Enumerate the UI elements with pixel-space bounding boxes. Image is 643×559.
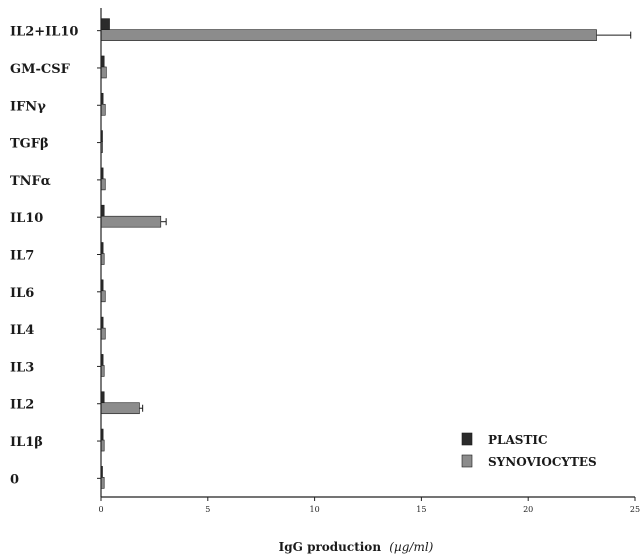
category-label: IFNγ [10, 99, 46, 114]
x-axis-label: IgG production (µg/ml) [279, 540, 434, 554]
bar-synoviocytes [100, 402, 140, 415]
category-label: IL10 [10, 211, 43, 226]
category-label: IL3 [10, 360, 34, 375]
bar-synoviocytes [100, 215, 162, 228]
x-axis-label-unit: (µg/ml) [389, 540, 433, 554]
category-label: IL7 [10, 249, 34, 264]
bar-synoviocytes [100, 327, 106, 340]
category-label: IL2 [10, 398, 34, 413]
x-tick-label: 10 [310, 505, 320, 514]
error-bar-group [139, 31, 632, 412]
bar-synoviocytes [100, 290, 106, 303]
bar-synoviocytes [100, 178, 106, 191]
category-label: TGFβ [10, 137, 49, 152]
category-label: GM-CSF [10, 62, 71, 77]
legend-swatch-plastic [461, 432, 473, 446]
category-label: TNFα [10, 174, 51, 189]
x-axis-label-text: IgG production [279, 540, 382, 554]
bar-synoviocytes [100, 103, 106, 116]
x-tick-label: 25 [630, 505, 640, 514]
bar-synoviocytes [100, 29, 597, 41]
bar-group [100, 18, 597, 489]
category-label: IL6 [10, 286, 34, 301]
x-tick-label: 15 [416, 505, 426, 514]
x-tick-label: 20 [523, 505, 533, 514]
category-labels: IL2+IL10 GM-CSF IFNγ TGFβ TNFα IL10 IL7 IL6 IL4 I… [10, 25, 101, 487]
category-label: IL2+IL10 [10, 25, 78, 40]
legend-label-synoviocytes: SYNOVIOCYTES [488, 455, 597, 469]
x-tick-label: 0 [98, 505, 103, 514]
x-tick-label: 5 [205, 505, 210, 514]
bar-plastic [100, 18, 110, 30]
category-label: 0 [10, 472, 19, 487]
legend: PLASTIC SYNOVIOCYTES [461, 432, 597, 469]
x-axis-ticks: 0 5 10 15 20 25 [98, 497, 640, 514]
category-label: IL1β [10, 435, 43, 450]
category-label: IL4 [10, 323, 34, 338]
bar-synoviocytes [100, 66, 107, 79]
legend-label-plastic: PLASTIC [488, 433, 548, 447]
legend-swatch-synoviocytes [461, 454, 473, 468]
